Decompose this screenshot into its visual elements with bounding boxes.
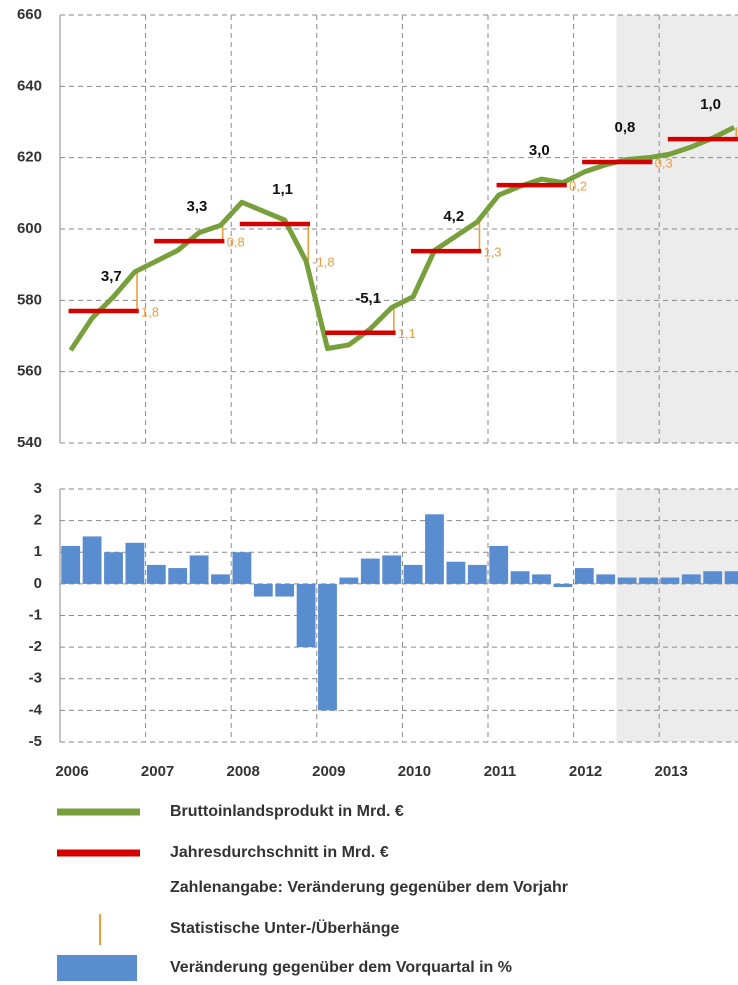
- annual-change-label: -5,1: [355, 290, 381, 307]
- bar: [660, 577, 680, 584]
- y-tick-label: 660: [17, 6, 42, 23]
- overhang-label: 1,3: [483, 245, 501, 260]
- x-tick-label: 2009: [312, 763, 345, 780]
- overhang-label: 0,8: [227, 235, 245, 250]
- bar: [168, 568, 188, 584]
- bar: [296, 583, 316, 648]
- annual-change-label: 3,3: [187, 198, 208, 215]
- annual-change-label: 4,2: [443, 208, 464, 225]
- bar: [146, 564, 166, 584]
- bar: [489, 545, 509, 584]
- y-tick-label: -2: [29, 638, 42, 655]
- bar: [275, 583, 295, 597]
- x-tick-label: 2008: [227, 763, 260, 780]
- y-tick-label: 0: [34, 575, 42, 592]
- bar: [639, 577, 658, 584]
- y-tick-label: 3: [34, 480, 42, 497]
- bar: [532, 574, 551, 584]
- bar: [681, 574, 701, 584]
- legend-label: Statistische Unter-/Überhänge: [170, 918, 399, 937]
- bar: [104, 552, 123, 584]
- bar: [211, 574, 230, 584]
- y-tick-label: -4: [29, 701, 43, 718]
- bar: [617, 577, 637, 584]
- legend-label: Veränderung gegenüber dem Vorquartal in …: [170, 959, 512, 976]
- bar: [446, 561, 466, 584]
- bar: [82, 536, 102, 584]
- bar: [703, 571, 723, 584]
- y-tick-label: 560: [17, 363, 42, 380]
- y-tick-label: -1: [29, 606, 42, 623]
- x-tick-label: 2011: [484, 763, 517, 780]
- annual-change-label: 1,1: [272, 181, 293, 198]
- bar: [253, 583, 273, 597]
- y-tick-label: 620: [17, 149, 42, 166]
- overhang-label: 1,1: [398, 326, 416, 341]
- y-tick-label: 600: [17, 220, 42, 237]
- bar: [574, 568, 594, 584]
- bar: [232, 552, 252, 584]
- annual-change-label: 1,0: [700, 96, 721, 113]
- y-tick-label: 2: [34, 512, 42, 529]
- bar: [425, 514, 444, 584]
- overhang-label: 1,8: [141, 304, 159, 319]
- bar: [724, 571, 738, 584]
- x-tick-label: 2012: [569, 763, 602, 780]
- x-tick-label: 2006: [55, 763, 88, 780]
- bar: [467, 564, 487, 584]
- annual-change-label: 3,0: [529, 142, 550, 159]
- y-tick-label: 1: [34, 543, 42, 560]
- x-tick-label: 2007: [141, 763, 174, 780]
- bar: [403, 564, 423, 584]
- x-tick-label: 2010: [398, 763, 431, 780]
- bar: [510, 571, 530, 584]
- y-tick-label: 540: [17, 434, 42, 451]
- bar: [360, 558, 380, 584]
- overhang-label: 0,2: [569, 179, 587, 194]
- bar: [382, 555, 402, 584]
- annual-change-label: 0,8: [615, 119, 636, 136]
- y-tick-label: -5: [29, 733, 42, 750]
- bar: [318, 583, 337, 711]
- legend-label: Jahresdurchschnitt in Mrd. €: [170, 844, 389, 861]
- bar: [339, 577, 359, 584]
- bar: [61, 545, 81, 584]
- bar: [125, 542, 145, 584]
- overhang-label: -1,8: [312, 255, 334, 270]
- legend-label: Zahlenangabe: Veränderung gegenüber dem …: [170, 879, 568, 896]
- legend-swatch: [57, 955, 137, 981]
- legend-label: Bruttoinlandsprodukt in Mrd. €: [170, 803, 404, 820]
- bar: [596, 574, 616, 584]
- overhang-label: 0,3: [655, 155, 673, 170]
- x-tick-label: 2013: [655, 763, 688, 780]
- bar: [189, 555, 209, 584]
- y-tick-label: 580: [17, 291, 42, 308]
- y-tick-label: -3: [29, 670, 42, 687]
- annual-change-label: 3,7: [101, 268, 122, 285]
- bar: [553, 583, 573, 588]
- y-tick-label: 640: [17, 77, 42, 94]
